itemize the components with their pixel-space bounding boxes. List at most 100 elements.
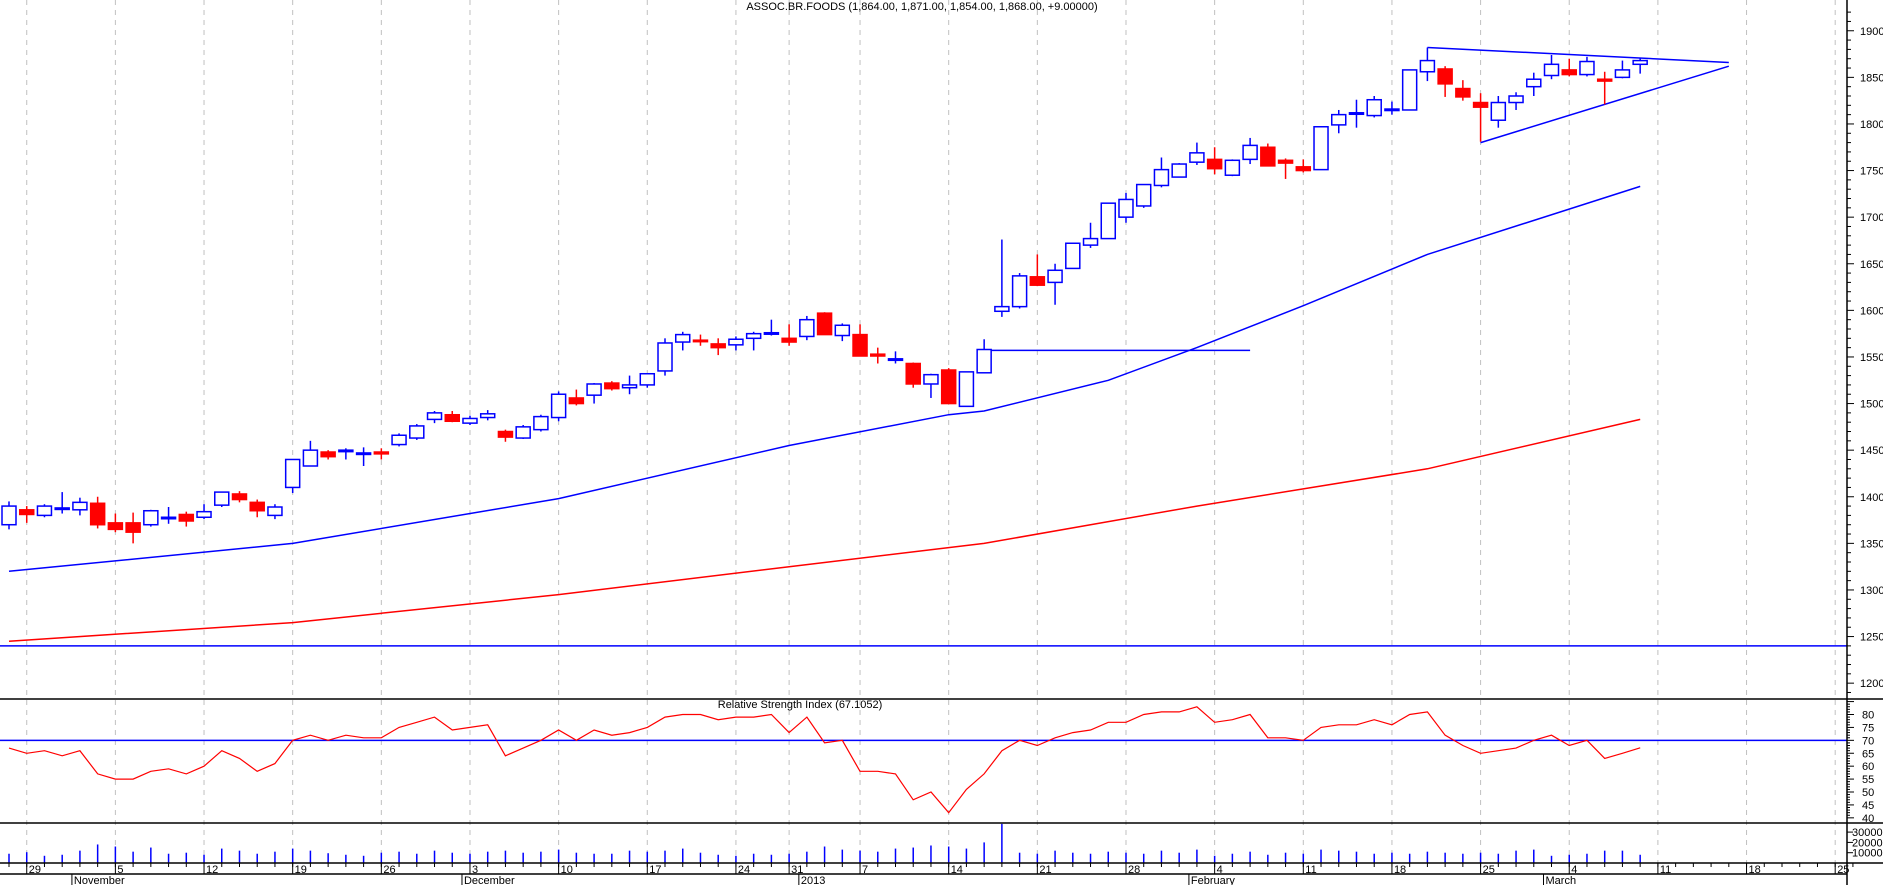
candle (214, 491, 230, 508)
candle (816, 312, 833, 336)
candle (515, 424, 531, 439)
candle (674, 331, 691, 351)
candle (1189, 142, 1205, 165)
candle (781, 324, 797, 346)
candle (1437, 66, 1453, 97)
candle-body (710, 343, 726, 349)
candle (1384, 101, 1400, 115)
candle (799, 315, 815, 341)
candle-body (852, 333, 868, 357)
price-tick-label: 1900 (1860, 26, 1883, 38)
candle (834, 323, 851, 342)
candle (852, 324, 868, 357)
moving-average-slow (8, 418, 1641, 642)
candle (373, 448, 390, 460)
candle-body (1331, 113, 1347, 126)
x-tick-label: 28 (1128, 864, 1140, 876)
candle-body (267, 506, 283, 517)
candle (1596, 71, 1613, 105)
candle-body (834, 324, 851, 337)
candle (1277, 158, 1294, 179)
x-tick-label: 19 (295, 864, 307, 876)
month-label: December (464, 875, 515, 885)
x-tick-label: 25 (1483, 864, 1495, 876)
price-tick-label: 1500 (1860, 399, 1883, 411)
month-label: November (74, 875, 125, 885)
candle (1065, 242, 1081, 270)
candle-body (125, 522, 141, 533)
candle-body (373, 451, 390, 455)
candle-body (958, 371, 975, 408)
candle (36, 504, 53, 518)
candle (267, 504, 283, 520)
candle (1472, 93, 1489, 142)
candle (249, 499, 265, 518)
month-label: February (1191, 875, 1236, 885)
price-tick-label: 1600 (1860, 305, 1883, 317)
candle (1561, 58, 1577, 77)
candle-body (1277, 159, 1294, 164)
candle (870, 347, 886, 364)
candle-body (1614, 69, 1631, 79)
volume-tick-label: 10000 (1852, 848, 1883, 860)
candle (745, 331, 762, 351)
candle (1047, 263, 1063, 305)
candle (692, 334, 709, 346)
candle-body (54, 507, 70, 511)
candle-body (568, 397, 585, 405)
candle-body (763, 331, 780, 335)
candle-body (621, 384, 638, 389)
candle-body (1206, 158, 1223, 170)
candle (1401, 69, 1418, 111)
moving-average-fast (8, 185, 1641, 573)
rsi-title: Relative Strength Index (67.1052) (718, 699, 883, 711)
candle-body (1029, 276, 1046, 286)
price-tick-label: 1850 (1860, 72, 1883, 84)
candle-body (1189, 152, 1205, 163)
price-tick-label: 1700 (1860, 212, 1883, 224)
candle-body (1011, 275, 1028, 308)
candle-body (1596, 78, 1613, 82)
chart-title: ASSOC.BR.FOODS (1,864.00, 1,871.00, 1,85… (746, 1, 1097, 13)
price-tick-label: 1400 (1860, 492, 1883, 504)
rsi-tick-label: 75 (1862, 722, 1874, 734)
candle (1526, 72, 1542, 96)
candle (1135, 183, 1152, 208)
candle (1632, 57, 1648, 74)
candle-body (231, 493, 248, 501)
candle-body (692, 339, 709, 343)
candle-body (1295, 166, 1312, 172)
rsi-line (8, 706, 1641, 814)
candle (994, 239, 1010, 317)
candle (533, 414, 549, 432)
candle-body (497, 430, 514, 438)
price-tick-label: 1350 (1860, 538, 1883, 550)
candle (444, 411, 460, 423)
x-tick-label: 14 (951, 864, 963, 876)
x-tick-label: 12 (206, 864, 218, 876)
x-tick-label: 4 (1217, 864, 1223, 876)
trend-line (1427, 46, 1729, 64)
x-tick-label: 18 (1394, 864, 1406, 876)
candle (568, 389, 585, 406)
candle-body (1242, 144, 1258, 161)
rsi-tick-label: 70 (1862, 735, 1874, 747)
candle-body (479, 413, 496, 419)
candle (710, 338, 726, 356)
rsi-tick-label: 65 (1862, 748, 1874, 760)
price-tick-label: 1300 (1860, 585, 1883, 597)
candle (479, 410, 496, 421)
candle-body (302, 449, 319, 467)
candle (923, 373, 939, 398)
candle (1508, 92, 1524, 110)
candle (1331, 109, 1347, 134)
candle-body (1153, 168, 1170, 187)
rsi-tick-label: 55 (1862, 774, 1874, 786)
candle (338, 448, 354, 460)
candle (107, 513, 124, 533)
candle (18, 506, 35, 523)
candle-body (409, 425, 425, 439)
rsi-tick-label: 60 (1862, 761, 1874, 773)
candle (1082, 222, 1099, 248)
